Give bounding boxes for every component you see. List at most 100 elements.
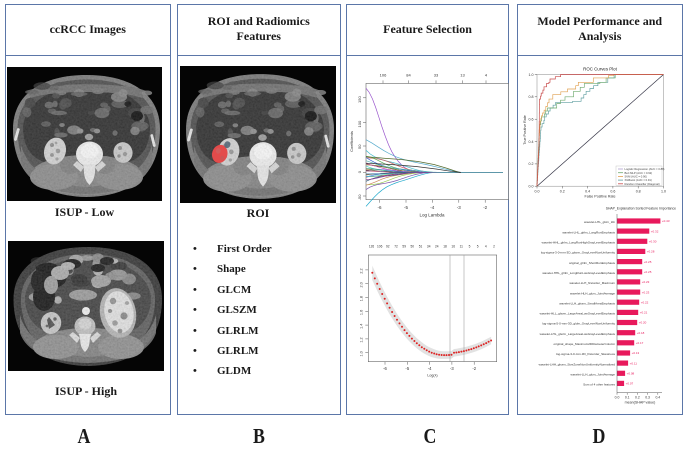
svg-text:0.0: 0.0 bbox=[535, 190, 540, 194]
svg-text:1.2: 1.2 bbox=[360, 337, 364, 342]
svg-text:+0.13: +0.13 bbox=[632, 351, 640, 355]
svg-text:24: 24 bbox=[435, 245, 439, 249]
svg-text:0.6: 0.6 bbox=[529, 118, 534, 122]
svg-text:-50: -50 bbox=[357, 194, 362, 201]
svg-text:-6: -6 bbox=[377, 205, 381, 210]
svg-text:wavelet-LHL_glszm_LargeAreaLow: wavelet-LHL_glszm_LargeAreaLowGrayLevelE… bbox=[540, 332, 616, 336]
svg-text:original_glrlm_ShortRunEmphasi: original_glrlm_ShortRunEmphasis bbox=[569, 261, 616, 265]
svg-text:-2: -2 bbox=[483, 205, 487, 210]
svg-text:0.1: 0.1 bbox=[625, 396, 630, 400]
svg-text:True Positive Rate: True Positive Rate bbox=[523, 115, 527, 144]
svg-text:-3: -3 bbox=[450, 366, 454, 371]
svg-text:Bert MLP (AUC = 0.92): Bert MLP (AUC = 0.92) bbox=[625, 171, 653, 175]
svg-text:1.6: 1.6 bbox=[360, 310, 364, 315]
svg-text:106: 106 bbox=[380, 73, 387, 78]
svg-text:-3: -3 bbox=[457, 205, 461, 210]
svg-text:16: 16 bbox=[451, 245, 455, 249]
svg-text:0.3: 0.3 bbox=[645, 396, 650, 400]
svg-text:-5: -5 bbox=[404, 205, 408, 210]
svg-text:-6: -6 bbox=[383, 366, 387, 371]
svg-text:wavelet-LHL_glrlm_LongRunEmpha: wavelet-LHL_glrlm_LongRunEmphasis bbox=[562, 230, 615, 234]
svg-text:Coefficients: Coefficients bbox=[349, 131, 354, 152]
svg-text:+0.25: +0.25 bbox=[644, 260, 652, 264]
svg-text:2.2: 2.2 bbox=[360, 268, 364, 273]
svg-text:+0.32: +0.32 bbox=[651, 229, 659, 233]
svg-text:-4: -4 bbox=[430, 205, 434, 210]
svg-text:SVM (AUC = 0.90): SVM (AUC = 0.90) bbox=[625, 175, 647, 179]
svg-text:Sum of 4 other features: Sum of 4 other features bbox=[583, 383, 615, 387]
svg-text:Random Classifier (Diagonal): Random Classifier (Diagonal) bbox=[625, 182, 660, 186]
svg-text:-4: -4 bbox=[428, 366, 432, 371]
svg-text:-5: -5 bbox=[405, 366, 409, 371]
svg-text:wavelet-LHH_glszm_SizeZoneNonU: wavelet-LHH_glszm_SizeZoneNonUniformityN… bbox=[539, 362, 616, 366]
svg-text:106: 106 bbox=[377, 245, 383, 249]
svg-text:XGBoost (AUC = 0.91): XGBoost (AUC = 0.91) bbox=[625, 178, 652, 182]
svg-text:Logistic Regression (AUC = 0.8: Logistic Regression (AUC = 0.88) bbox=[625, 167, 665, 171]
svg-text:wavelet-HLL_glszm_LargeAreaLow: wavelet-HLL_glszm_LargeAreaLowGrayLevelE… bbox=[540, 312, 616, 316]
svg-text:log-sigma-3-0-mm-3D_firstorder: log-sigma-3-0-mm-3D_firstorder_Skewness bbox=[556, 352, 615, 356]
svg-text:2: 2 bbox=[493, 245, 495, 249]
svg-text:4: 4 bbox=[485, 73, 488, 78]
svg-text:2.0: 2.0 bbox=[360, 282, 364, 287]
svg-text:+0.20: +0.20 bbox=[639, 321, 647, 325]
svg-text:50: 50 bbox=[357, 144, 362, 149]
svg-text:1.4: 1.4 bbox=[360, 324, 364, 329]
svg-text:log-sigma-5-0-mm-3D_gldm_GrayL: log-sigma-5-0-mm-3D_gldm_GrayLevelNonUni… bbox=[542, 322, 615, 326]
svg-text:0.4: 0.4 bbox=[529, 140, 534, 144]
svg-text:0.2: 0.2 bbox=[635, 396, 640, 400]
svg-text:0.2: 0.2 bbox=[529, 162, 534, 166]
svg-text:1.0: 1.0 bbox=[661, 190, 666, 194]
svg-text:50: 50 bbox=[411, 245, 415, 249]
svg-text:ROC Curves Plot: ROC Curves Plot bbox=[583, 67, 617, 72]
svg-text:wavelet-LHL_glcm_Idn: wavelet-LHL_glcm_Idn bbox=[584, 220, 615, 224]
svg-text:wavelet-LLH_glcm_JointAverage: wavelet-LLH_glcm_JointAverage bbox=[571, 373, 616, 377]
svg-text:4: 4 bbox=[485, 245, 487, 249]
svg-text:wavelet-LLH_firstorder_Maximum: wavelet-LLH_firstorder_Maximum bbox=[569, 281, 615, 285]
svg-text:+0.17: +0.17 bbox=[636, 341, 644, 345]
svg-text:0.2: 0.2 bbox=[560, 190, 565, 194]
svg-text:18: 18 bbox=[443, 245, 447, 249]
svg-text:+0.25: +0.25 bbox=[644, 270, 652, 274]
svg-text:150: 150 bbox=[357, 96, 362, 103]
svg-text:126: 126 bbox=[369, 245, 375, 249]
svg-text:0.0: 0.0 bbox=[615, 396, 620, 400]
svg-text:11: 11 bbox=[460, 245, 464, 249]
svg-text:+0.21: +0.21 bbox=[640, 311, 648, 315]
svg-text:original_shape_Maximum2DDiamet: original_shape_Maximum2DDiameterColumn bbox=[554, 342, 616, 346]
svg-text:0.8: 0.8 bbox=[636, 190, 641, 194]
svg-text:0.4: 0.4 bbox=[655, 396, 660, 400]
svg-text:log-sigma-3-0-mm-3D_glszm_Gray: log-sigma-3-0-mm-3D_glszm_GrayLevelNonUn… bbox=[541, 251, 616, 255]
svg-text:100: 100 bbox=[357, 120, 362, 127]
svg-text:1.0: 1.0 bbox=[360, 351, 364, 356]
svg-text:False Positive Rate: False Positive Rate bbox=[585, 195, 616, 199]
svg-text:51: 51 bbox=[419, 245, 423, 249]
svg-text:+0.28: +0.28 bbox=[647, 250, 655, 254]
svg-text:Log(λ): Log(λ) bbox=[427, 374, 437, 378]
svg-text:+0.43: +0.43 bbox=[662, 219, 670, 223]
svg-text:92: 92 bbox=[386, 245, 390, 249]
svg-text:0.4: 0.4 bbox=[585, 190, 590, 194]
svg-text:+0.11: +0.11 bbox=[630, 361, 638, 365]
svg-text:mean(SHAP value): mean(SHAP value) bbox=[625, 401, 656, 405]
svg-text:wavelet-LLH_glszm_SmallAreaEmp: wavelet-LLH_glszm_SmallAreaEmphasis bbox=[559, 301, 615, 305]
svg-text:1.0: 1.0 bbox=[529, 73, 534, 77]
svg-text:wavelet-HLH_glcm_JointAverage: wavelet-HLH_glcm_JointAverage bbox=[570, 291, 615, 295]
svg-text:wavelet-HHL_glrlm_LongRunHighG: wavelet-HHL_glrlm_LongRunHighGrayLevelEm… bbox=[542, 241, 616, 245]
svg-text:33: 33 bbox=[434, 73, 439, 78]
svg-text:84: 84 bbox=[406, 73, 411, 78]
svg-text:0: 0 bbox=[357, 170, 362, 173]
svg-text:+0.08: +0.08 bbox=[627, 372, 635, 376]
svg-text:13: 13 bbox=[460, 73, 465, 78]
svg-text:wavelet-HHL_glrlm_LongRunLowGr: wavelet-HHL_glrlm_LongRunLowGrayLevelEmp… bbox=[542, 271, 615, 275]
svg-text:0.0: 0.0 bbox=[529, 185, 534, 189]
svg-text:+0.23: +0.23 bbox=[642, 290, 650, 294]
svg-text:Log Lambda: Log Lambda bbox=[419, 213, 445, 218]
svg-text:+0.07: +0.07 bbox=[626, 382, 634, 386]
svg-text:+0.22: +0.22 bbox=[641, 300, 649, 304]
svg-text:0.6: 0.6 bbox=[610, 190, 615, 194]
svg-text:34: 34 bbox=[427, 245, 431, 249]
svg-text:+0.18: +0.18 bbox=[637, 331, 645, 335]
svg-text:5: 5 bbox=[477, 245, 479, 249]
svg-text:1.8: 1.8 bbox=[360, 296, 364, 301]
svg-text:-2: -2 bbox=[472, 366, 476, 371]
